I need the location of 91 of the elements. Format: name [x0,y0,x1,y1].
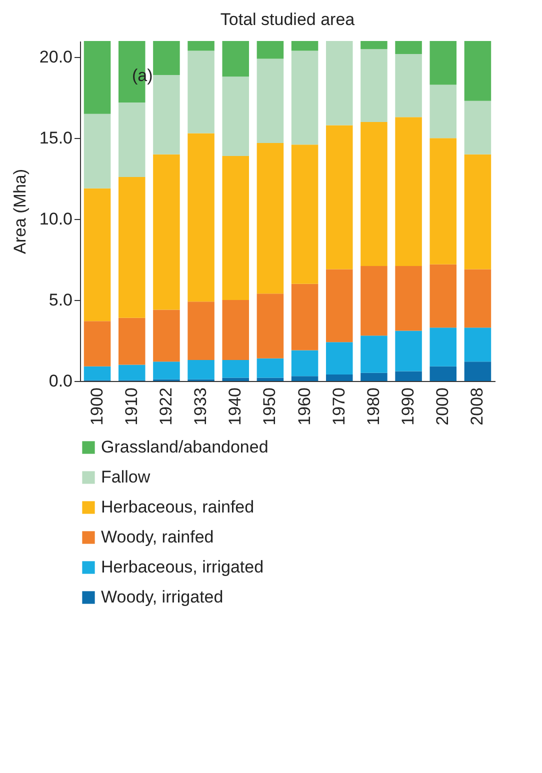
legend-label: Herbaceous, rainfed [101,498,254,516]
bar [291,350,318,376]
bar [430,138,457,264]
legend-label: Woody, rainfed [101,528,214,546]
bar [222,300,250,360]
bar [153,362,180,380]
bar [395,330,422,372]
y-tick-label: 10.0 [39,210,72,229]
bar [326,342,353,375]
bar [188,360,214,380]
bar [395,266,422,331]
bar [360,122,388,266]
bar [395,54,422,118]
bar [153,41,180,75]
x-tick-label: 1980 [364,388,383,426]
bar [291,284,318,350]
bar [222,378,250,381]
bar [326,374,353,381]
y-tick-label: 5.0 [48,290,72,310]
bar [256,41,284,59]
bar [291,41,318,51]
y-axis-title: Area (Mha) [10,168,30,254]
x-tick-label: 1922 [156,388,176,426]
bar [84,321,111,366]
bar [326,125,353,270]
bar [118,364,146,380]
bar [430,264,457,328]
bar [291,376,318,381]
bar [430,328,457,366]
bar [430,84,457,138]
bar [118,318,146,365]
bar [430,366,457,381]
bar [84,114,111,188]
bar [326,269,353,342]
bar [360,266,388,336]
bar [360,41,388,50]
x-tick-label: 1940 [226,388,245,426]
legend-label: Herbaceous, irrigated [101,558,264,576]
bar [430,41,457,85]
bar [360,372,388,381]
x-tick-label: 1990 [398,388,418,426]
bar [84,41,111,114]
bar [188,41,214,51]
bar [222,76,250,156]
bar [153,310,180,362]
bar [222,41,250,77]
x-tick-label: 1933 [191,388,210,426]
bar [256,143,284,294]
bar [291,50,318,145]
bar [256,294,284,358]
x-tick-label: 1900 [87,388,106,426]
x-tick-label: 1910 [122,388,141,426]
bar [118,177,146,318]
bar [464,154,492,270]
bar [464,328,492,362]
bar [464,269,492,328]
bar [222,360,250,378]
bar [464,41,492,101]
chart-title: Total studied area [220,10,356,29]
legend-label: Fallow [101,468,151,486]
bar [464,100,492,154]
x-tick-label: 1950 [260,388,280,426]
bar [464,362,492,381]
bar [222,156,250,300]
y-tick-label: 0.0 [48,372,72,390]
bar [360,336,388,373]
y-tick-label: 15.0 [39,128,72,148]
bar [395,41,422,54]
legend-label: Woody, irrigated [101,588,224,606]
x-tick-label: 1960 [294,388,314,426]
y-tick-label: 20.0 [39,48,72,67]
bar [326,41,353,126]
bar [153,75,180,154]
bar [291,144,318,284]
bar [84,366,111,380]
bar [395,117,422,266]
bar [188,302,214,360]
bar [188,50,214,134]
bar [188,133,214,302]
bar [256,58,284,143]
bar [256,378,284,381]
legend-label: Grassland/abandoned [101,438,268,456]
x-tick-label: 2000 [433,388,452,426]
bar [118,102,146,177]
x-tick-label: 2008 [468,388,487,426]
x-tick-label: 1970 [329,388,348,426]
bar [153,154,180,310]
bar [395,371,422,381]
bar [360,49,388,122]
bar [256,358,284,378]
bar [84,188,111,322]
